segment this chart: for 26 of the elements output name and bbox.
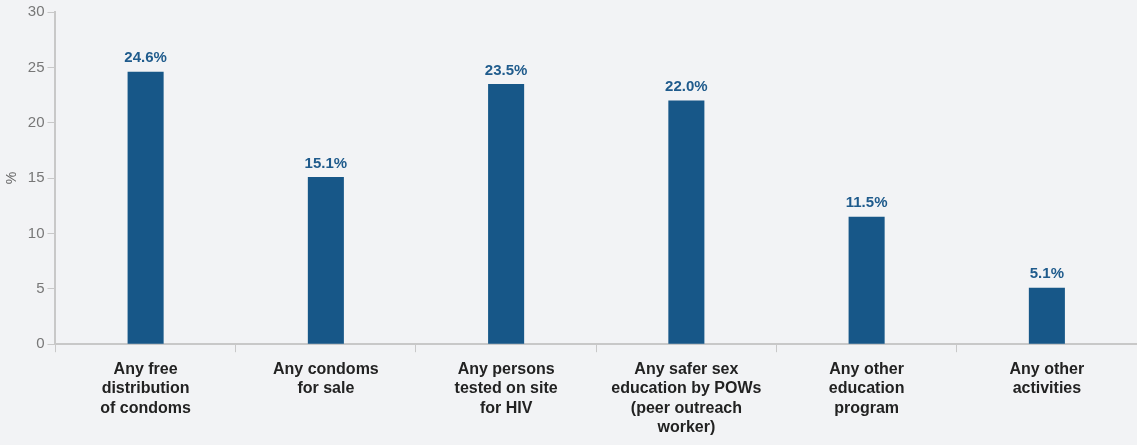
data-label: 5.1% [1029,264,1064,282]
bar [127,71,164,344]
y-tick-label: 15 [27,168,45,186]
y-axis-title: % [3,171,20,185]
x-tick-label: Any persons tested on site for HIV [454,360,558,416]
y-tick-label: 5 [36,278,45,296]
y-tick-label: 10 [27,223,45,241]
x-tick-label: Any condoms for sale [272,360,379,397]
bar [307,176,344,344]
x-tick-label: Any other education program [828,360,905,416]
data-label: 22.0% [665,77,708,95]
data-label: 15.1% [304,153,348,171]
x-tick-label: Any other activities [1009,360,1085,397]
y-tick-label: 30 [27,2,45,20]
y-tick-label: 20 [27,112,45,130]
bar [488,83,525,344]
data-label: 23.5% [484,60,528,78]
bar [668,100,705,344]
data-label: 24.6% [124,48,167,66]
bar [1028,287,1065,344]
x-tick-label: Any safer sex education by POWs (peer outreach worker) [611,360,762,435]
y-tick-label: 25 [27,57,45,75]
data-label: 11.5% [845,193,888,211]
x-tick-label: Any free distribution of condoms [100,360,192,416]
y-tick-label: 0 [36,334,45,352]
bar [848,216,885,344]
